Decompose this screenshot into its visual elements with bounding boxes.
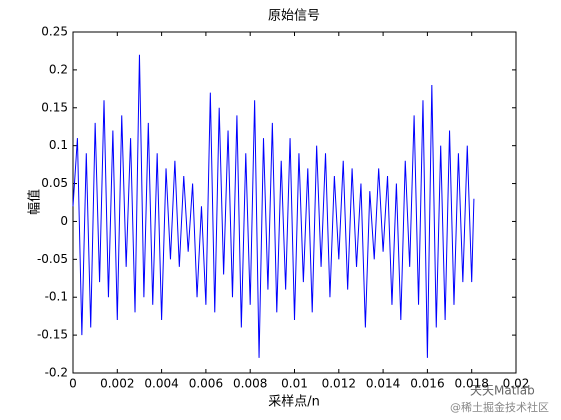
x-tick-label: 0.002 — [100, 377, 134, 391]
y-axis-label: 幅值 — [27, 189, 43, 215]
y-tick-label: 0.15 — [41, 100, 68, 114]
x-tick-label: 0 — [69, 377, 77, 391]
watermark: @稀土掘金技术社区 — [450, 400, 549, 414]
y-tick-label: 0.25 — [41, 25, 68, 39]
y-tick-label: 0.1 — [49, 138, 68, 152]
x-tick-label: 0.004 — [144, 377, 178, 391]
y-tick-label: 0 — [60, 214, 68, 228]
x-tick-label: 0.018 — [455, 377, 489, 391]
x-tick-label: 0.02 — [503, 377, 530, 391]
x-tick-label: 0.014 — [366, 377, 400, 391]
chart-title: 原始信号 — [268, 9, 320, 24]
x-tick-label: 0.01 — [281, 377, 308, 391]
x-tick-label: 0.008 — [233, 377, 267, 391]
y-tick-label: -0.2 — [45, 366, 68, 380]
y-tick-label: 0.05 — [41, 176, 68, 190]
y-tick-label: -0.15 — [37, 328, 68, 342]
signal-line — [72, 54, 475, 358]
y-tick-label: -0.05 — [37, 252, 68, 266]
x-tick-label: 0.016 — [410, 377, 444, 391]
watermark: 天天Matlab — [470, 384, 535, 398]
x-axis-label: 采样点/n — [268, 395, 320, 410]
y-tick-label: -0.1 — [45, 290, 68, 304]
y-tick-label: 0.2 — [49, 62, 68, 76]
x-tick-label: 0.012 — [322, 377, 356, 391]
x-tick-label: 0.006 — [189, 377, 223, 391]
